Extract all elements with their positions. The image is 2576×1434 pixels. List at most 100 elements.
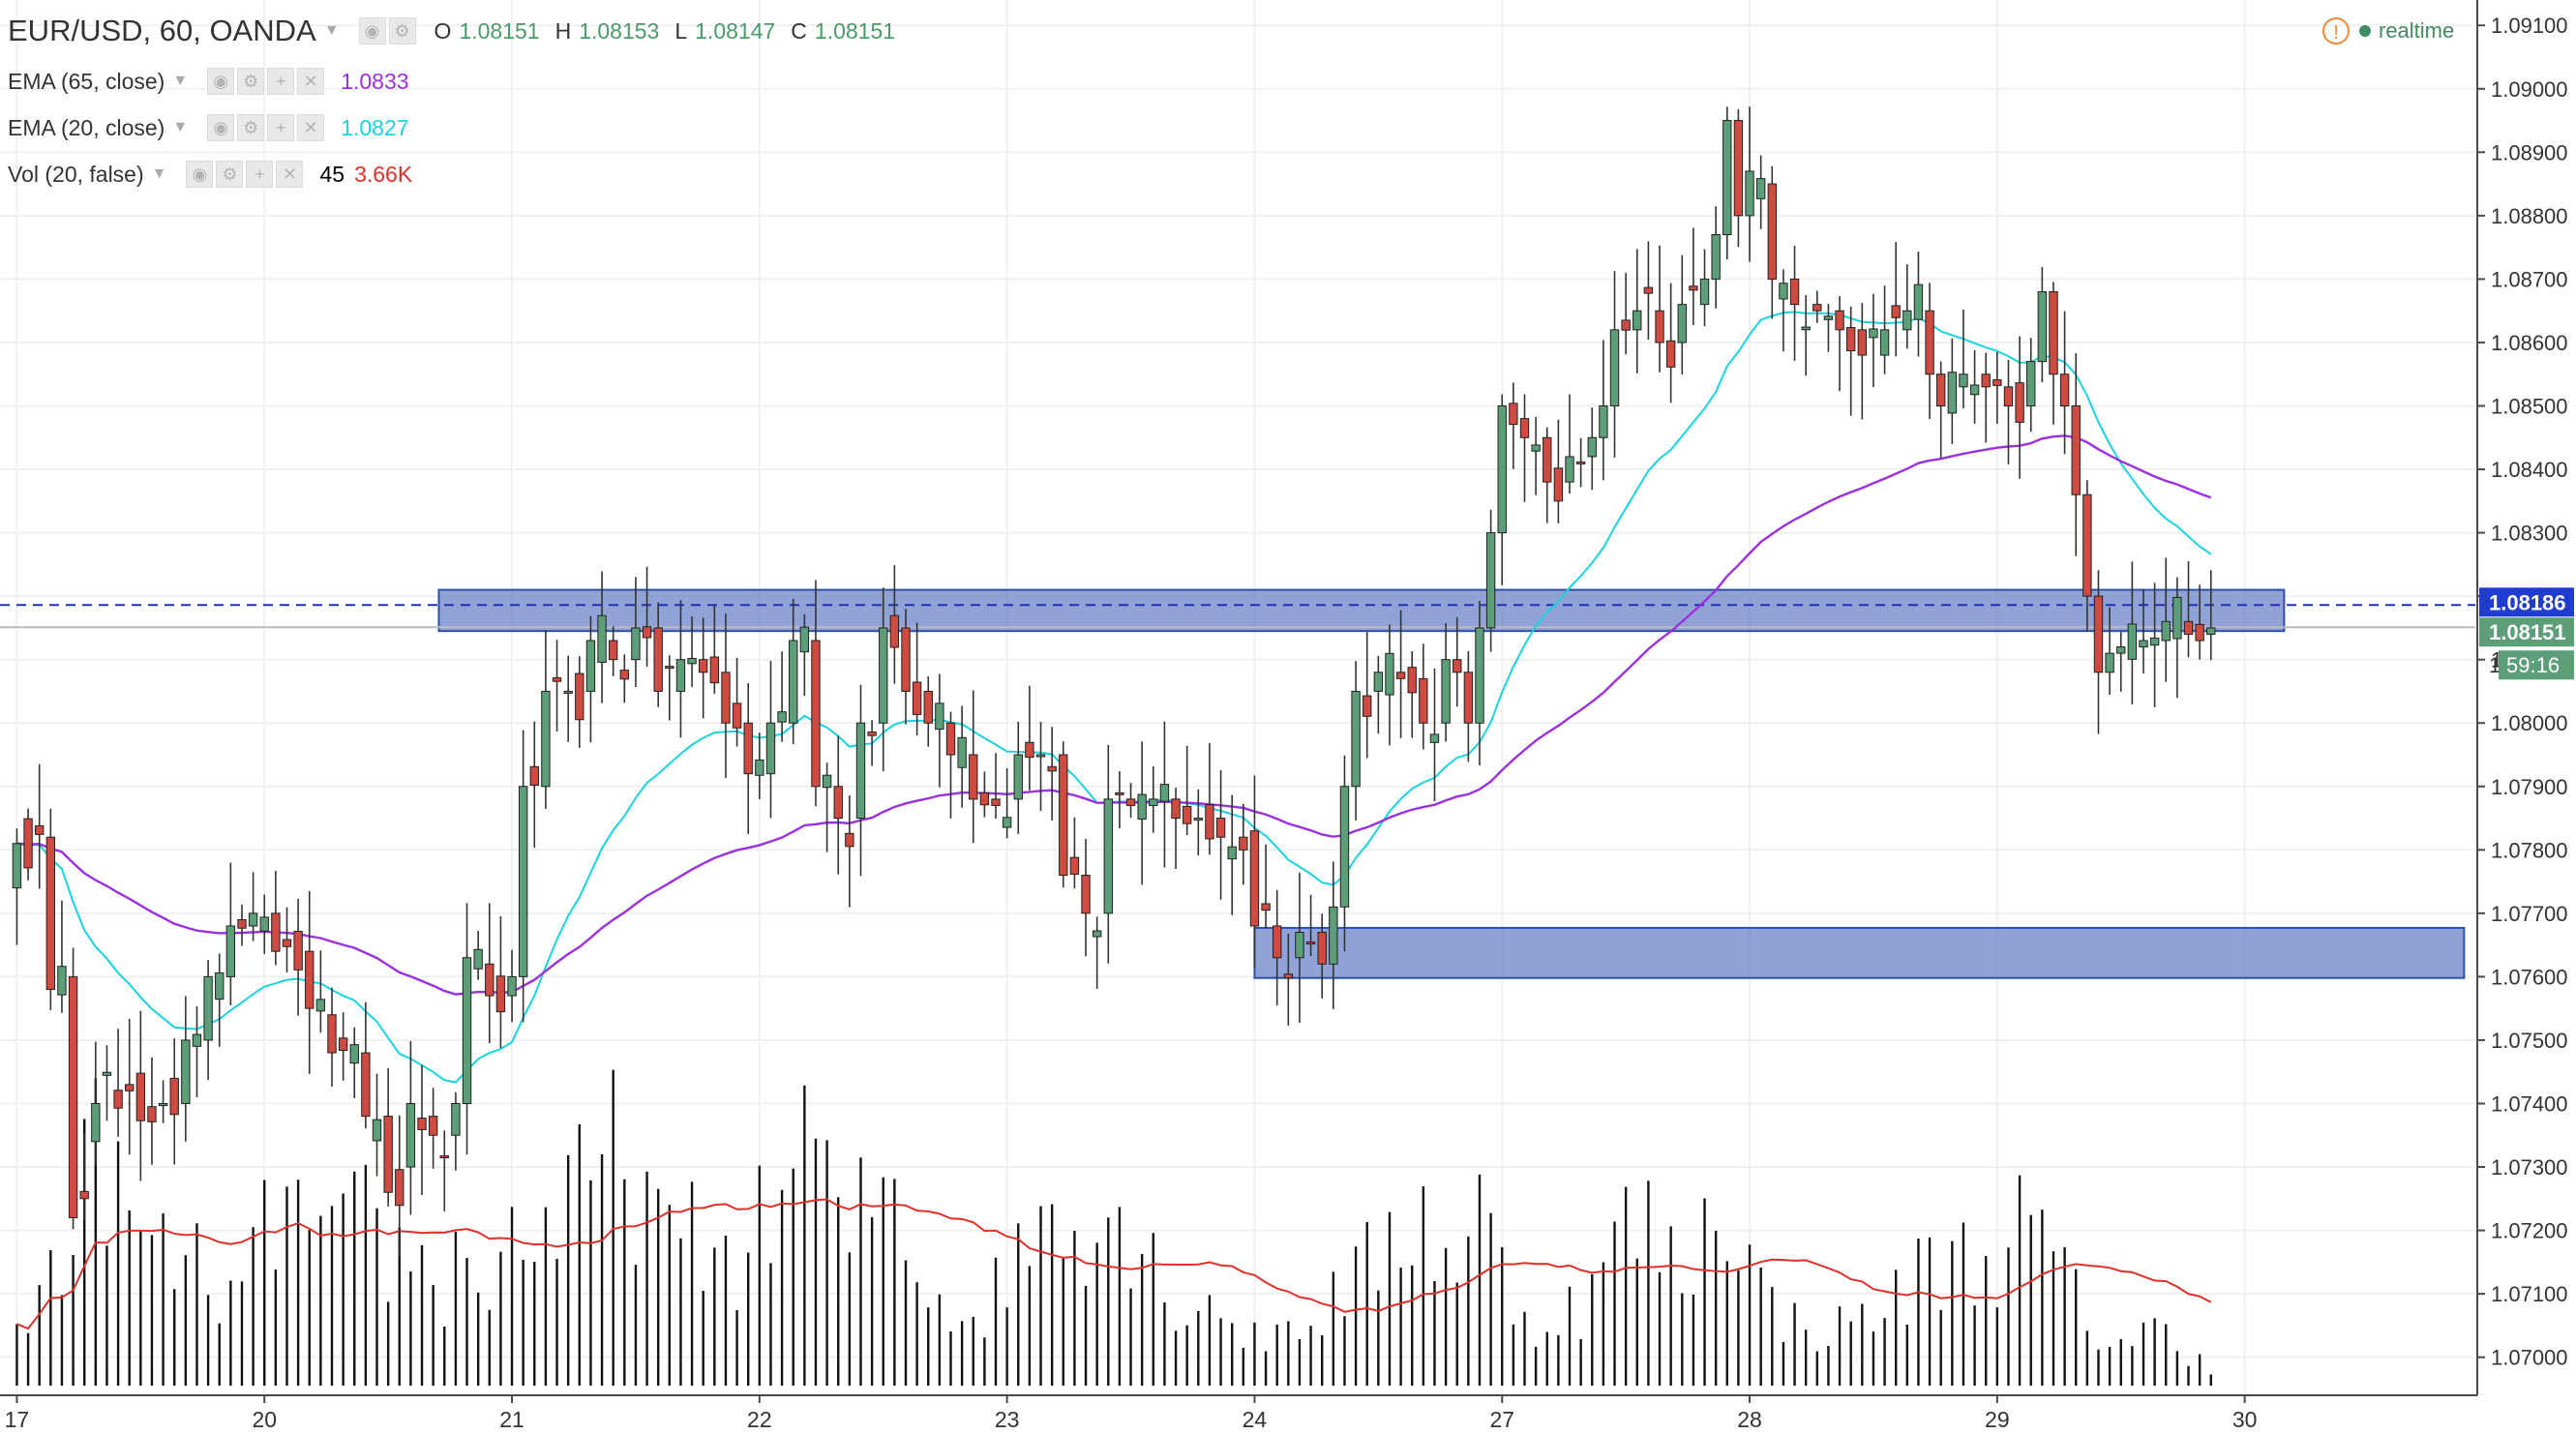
candle — [1475, 600, 1484, 765]
candle-body — [1497, 404, 1507, 534]
indicator-name[interactable]: EMA (20, close) — [8, 114, 165, 140]
candle — [315, 950, 326, 1033]
eye-icon[interactable]: ◉ — [207, 68, 235, 95]
candle — [1992, 351, 2002, 424]
candle-body — [709, 656, 720, 684]
price-tick-label: 1.07600 — [2491, 965, 2568, 989]
candle — [889, 565, 900, 684]
chevron-down-icon[interactable]: ▼ — [151, 165, 167, 182]
candle — [1171, 787, 1181, 870]
candle — [2026, 338, 2036, 433]
candle — [1689, 227, 1698, 325]
chevron-down-icon[interactable]: ▼ — [172, 119, 189, 135]
candle-body — [495, 975, 506, 1013]
realtime-status[interactable]: ! realtime — [2322, 17, 2454, 45]
candle-body — [1509, 403, 1518, 426]
price-tick-label: 1.08900 — [2491, 140, 2568, 164]
volume-bars — [15, 1069, 2212, 1386]
close-icon[interactable]: ✕ — [297, 68, 325, 95]
candle-body — [1295, 932, 1304, 959]
eye-icon[interactable]: ◉ — [186, 161, 214, 188]
chevron-down-icon[interactable]: ▼ — [172, 73, 189, 89]
candle-body — [585, 640, 596, 692]
candle — [1441, 622, 1451, 742]
candle — [1137, 741, 1147, 885]
candle — [225, 862, 236, 1006]
candle — [135, 1010, 146, 1181]
gear-icon[interactable]: ⚙ — [216, 161, 244, 188]
price-tick-label: 1.08700 — [2491, 267, 2568, 291]
candle — [395, 1115, 404, 1258]
candle-body — [68, 975, 78, 1218]
indicator-ema20: EMA (20, close) ▼ ◉ ⚙ + ✕ 1.0827 — [8, 114, 409, 141]
gear-icon[interactable]: ⚙ — [388, 17, 416, 45]
candle — [1215, 769, 1226, 900]
candle-body — [1992, 379, 2002, 386]
close-icon[interactable]: ✕ — [297, 114, 325, 141]
candle — [1509, 382, 1518, 469]
candle-body — [147, 1106, 157, 1122]
eye-icon[interactable]: ◉ — [207, 114, 235, 141]
candle-body — [23, 818, 33, 869]
candle — [855, 684, 866, 877]
gear-icon[interactable]: ⚙ — [237, 114, 265, 141]
candle — [1182, 745, 1192, 836]
candle — [1373, 655, 1384, 734]
plus-icon[interactable]: + — [267, 114, 295, 141]
candle — [1463, 650, 1474, 762]
candle — [1025, 685, 1034, 791]
candle-body — [1329, 906, 1338, 965]
candle-body — [609, 640, 618, 661]
candle — [563, 655, 573, 742]
candle-body — [1419, 677, 1428, 724]
countdown-bg — [2499, 650, 2574, 680]
candle-body — [12, 843, 22, 889]
candle — [1013, 721, 1023, 834]
eye-icon[interactable]: ◉ — [358, 17, 386, 45]
candle — [192, 1006, 202, 1097]
close-icon[interactable]: ✕ — [276, 161, 304, 188]
candle-body — [699, 659, 708, 673]
candle — [1643, 241, 1654, 340]
time-tick-label: 27 — [1489, 1407, 1514, 1432]
candle-body — [1789, 278, 1800, 306]
candle — [1969, 349, 1980, 424]
candle — [507, 949, 517, 1023]
candle-body — [45, 836, 56, 991]
candle — [1363, 632, 1372, 759]
candle-body — [1025, 741, 1034, 759]
candle — [1553, 419, 1564, 523]
plus-icon[interactable]: + — [246, 161, 274, 188]
indicator-name[interactable]: Vol (20, false) — [8, 161, 144, 187]
warning-icon[interactable]: ! — [2322, 17, 2350, 45]
candle-body — [811, 640, 821, 788]
candle — [2082, 480, 2092, 632]
candle — [417, 1064, 427, 1196]
plus-icon[interactable]: + — [267, 68, 295, 95]
candle-body — [305, 950, 315, 1009]
candle — [45, 808, 56, 1010]
candle-body — [1531, 444, 1541, 452]
candle-body — [349, 1044, 359, 1064]
candle — [2172, 577, 2182, 699]
indicator-volume: Vol (20, false) ▼ ◉ ⚙ + ✕ 45 3.66K — [8, 161, 412, 188]
candle-body — [541, 690, 551, 788]
candle — [79, 1132, 89, 1220]
symbol-label[interactable]: EUR/USD, 60, OANDA — [8, 14, 316, 47]
price-tick-label: 1.07000 — [2491, 1346, 2568, 1370]
candle — [259, 894, 269, 954]
candle — [1395, 610, 1406, 738]
gear-icon[interactable]: ⚙ — [237, 68, 265, 95]
candle-body — [901, 627, 911, 692]
candle-body — [1249, 830, 1260, 927]
candle — [1081, 838, 1091, 957]
candle — [755, 732, 764, 799]
chevron-down-icon[interactable]: ▼ — [323, 22, 340, 39]
candle — [642, 566, 652, 667]
candle-body — [102, 1071, 112, 1076]
candle — [721, 613, 731, 779]
indicator-name[interactable]: EMA (65, close) — [8, 68, 165, 94]
candle-body — [1755, 178, 1766, 199]
candle — [1655, 245, 1664, 373]
